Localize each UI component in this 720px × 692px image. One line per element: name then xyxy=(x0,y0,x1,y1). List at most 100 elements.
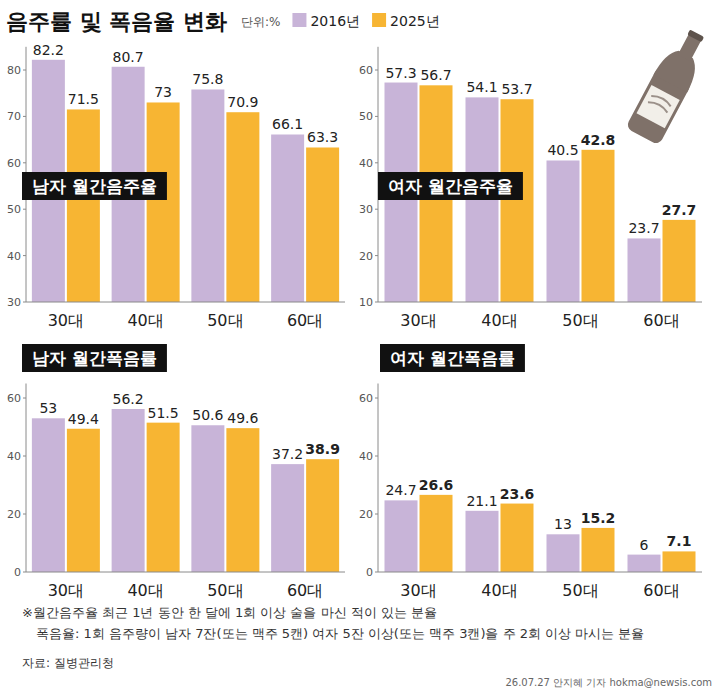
data-label: 13 xyxy=(554,516,572,532)
y-tick xyxy=(23,70,26,71)
y-tick-label: 80 xyxy=(7,64,21,77)
y-tick xyxy=(23,116,26,117)
data-label: 50.6 xyxy=(192,407,223,423)
data-label: 40.5 xyxy=(547,142,578,158)
background xyxy=(0,0,720,692)
note: 폭음율: 1회 음주량이 남자 7잔(또는 맥주 5캔) 여자 5잔 이상(또는… xyxy=(36,626,644,641)
y-tick xyxy=(23,398,26,399)
y-tick-label: 60 xyxy=(7,392,21,405)
bar xyxy=(67,109,100,302)
bar xyxy=(32,418,65,572)
x-axis xyxy=(26,572,345,573)
y-tick-label: 40 xyxy=(7,450,21,463)
data-label: 53.7 xyxy=(501,81,532,97)
y-tick xyxy=(375,398,378,399)
panel-title-box xyxy=(22,344,167,372)
credit: 26.07.27 안지혜 기자 hokma@newsis.com xyxy=(505,677,712,688)
y-axis xyxy=(378,384,379,573)
bar xyxy=(663,220,696,302)
x-tick-label: 60대 xyxy=(643,581,679,600)
bar xyxy=(385,500,418,572)
data-labels: 82.271.580.77375.870.966.163.3 xyxy=(33,42,338,146)
bar xyxy=(628,238,661,302)
data-labels: 57.356.754.153.740.542.823.727.7 xyxy=(385,65,696,237)
bar xyxy=(628,555,661,572)
data-label: 56.7 xyxy=(420,67,451,83)
note: ※월간음주율 최근 1년 동안 한 달에 1회 이상 술을 마신 적이 있는 분… xyxy=(22,605,437,620)
y-tick-label: 20 xyxy=(7,508,21,521)
panel: 5349.456.251.550.649.637.238.930대40대50대6… xyxy=(7,344,345,600)
y-tick-label: 20 xyxy=(359,250,373,263)
x-axis xyxy=(378,572,702,573)
x-tick-label: 60대 xyxy=(287,581,323,600)
y-tick-label: 30 xyxy=(7,296,21,309)
bar xyxy=(147,423,180,572)
data-label: 75.8 xyxy=(192,71,223,87)
y-tick-label: 0 xyxy=(366,566,373,579)
data-label: 15.2 xyxy=(581,510,616,526)
y-tick xyxy=(375,572,378,573)
bar xyxy=(271,134,304,302)
y-tick xyxy=(23,456,26,457)
x-tick-label: 50대 xyxy=(207,581,243,600)
data-label: 53 xyxy=(39,400,57,416)
x-tick-label: 50대 xyxy=(207,311,243,330)
bar xyxy=(112,409,145,572)
y-tick xyxy=(23,572,26,573)
bottle-label-mark xyxy=(648,93,672,112)
panel-title-group: 남자 월간폭음률 xyxy=(22,344,167,372)
y-tick-label: 60 xyxy=(359,64,373,77)
data-label: 70.9 xyxy=(227,94,258,110)
panel-title: 여자 월간음주율 xyxy=(388,176,513,196)
y-tick xyxy=(23,209,26,210)
data-label: 26.6 xyxy=(419,477,454,493)
bar xyxy=(420,495,453,572)
data-label: 63.3 xyxy=(307,129,338,145)
bar xyxy=(271,464,304,572)
panel-title-box xyxy=(380,344,525,372)
y-tick xyxy=(23,255,26,256)
data-label: 56.2 xyxy=(113,391,144,407)
canvas: 음주률 및 폭음율 변화단위:%2016년2025년82.271.580.773… xyxy=(0,0,720,692)
y-tick xyxy=(375,209,378,210)
bar xyxy=(663,551,696,572)
y-tick xyxy=(375,255,378,256)
x-tick-label: 30대 xyxy=(400,581,436,600)
legend-swatch xyxy=(372,13,386,27)
panel-title-box xyxy=(378,172,523,200)
panel-title-group: 여자 월간음주율 xyxy=(378,172,523,200)
x-tick-label: 60대 xyxy=(287,311,323,330)
y-tick-label: 40 xyxy=(359,450,373,463)
data-label: 24.7 xyxy=(385,482,416,498)
data-label: 80.7 xyxy=(113,49,144,65)
x-tick-label: 40대 xyxy=(127,581,163,600)
source: 자료: 질병관리청 xyxy=(22,656,114,670)
y-tick-label: 30 xyxy=(359,203,373,216)
y-tick xyxy=(375,162,378,163)
x-tick-label: 30대 xyxy=(48,581,84,600)
data-labels: 5349.456.251.550.649.637.238.9 xyxy=(39,391,339,462)
bottle-cap xyxy=(687,30,704,43)
y-tick-label: 40 xyxy=(359,157,373,170)
bar xyxy=(547,160,580,302)
legend-label: 2025년 xyxy=(390,13,440,29)
data-label: 71.5 xyxy=(68,91,99,107)
bar xyxy=(466,511,499,572)
data-label: 51.5 xyxy=(148,405,179,421)
y-tick-label: 40 xyxy=(7,250,21,263)
panel-title-group: 여자 월간폭음률 xyxy=(380,344,525,372)
bottle-label xyxy=(637,85,680,128)
bar xyxy=(226,428,259,572)
data-label: 57.3 xyxy=(385,65,416,81)
panel-title-group: 남자 월간음주율 xyxy=(22,172,167,200)
bar xyxy=(191,425,224,572)
bars xyxy=(385,495,696,572)
y-tick xyxy=(23,514,26,515)
panel-title: 남자 월간폭음률 xyxy=(32,348,157,368)
bar xyxy=(67,429,100,572)
data-label: 38.9 xyxy=(305,441,340,457)
bars xyxy=(32,60,339,302)
data-label: 27.7 xyxy=(662,202,697,218)
y-axis xyxy=(26,384,27,573)
y-tick xyxy=(375,70,378,71)
